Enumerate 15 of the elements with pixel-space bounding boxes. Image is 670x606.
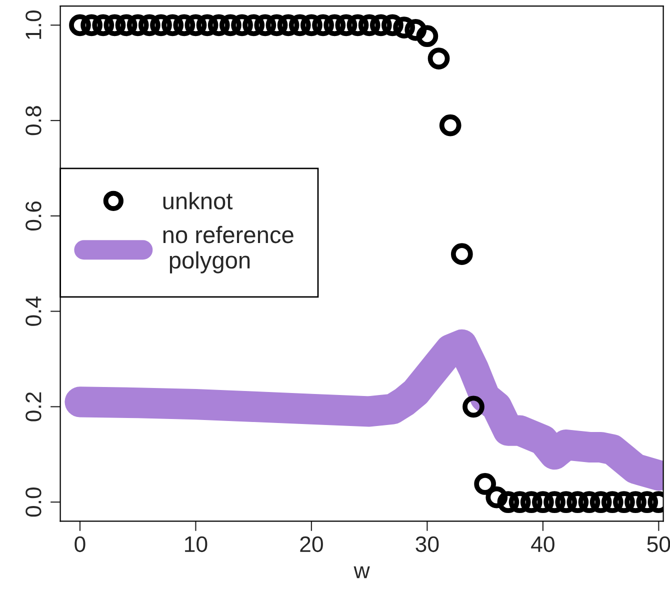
y-tick-label: 0.6 xyxy=(26,201,42,230)
x-tick-label: 20 xyxy=(300,536,323,552)
x-tick-label: 50 xyxy=(647,536,670,552)
legend-label: unknot xyxy=(163,192,233,210)
x-axis-title: w xyxy=(354,566,370,578)
y-tick-label: 0.0 xyxy=(26,488,42,517)
x-tick-label: 10 xyxy=(185,536,208,552)
y-tick-label: 0.4 xyxy=(26,296,42,326)
x-tick-label: 0 xyxy=(74,536,86,552)
legend-label: no reference polygon xyxy=(163,226,294,274)
y-tick-label: 0.8 xyxy=(26,106,42,136)
x-tick-label: 30 xyxy=(416,536,439,552)
y-tick-label: 0.2 xyxy=(26,392,42,422)
y-tick-label: 1.0 xyxy=(26,10,42,39)
x-tick-label: 40 xyxy=(531,536,554,552)
